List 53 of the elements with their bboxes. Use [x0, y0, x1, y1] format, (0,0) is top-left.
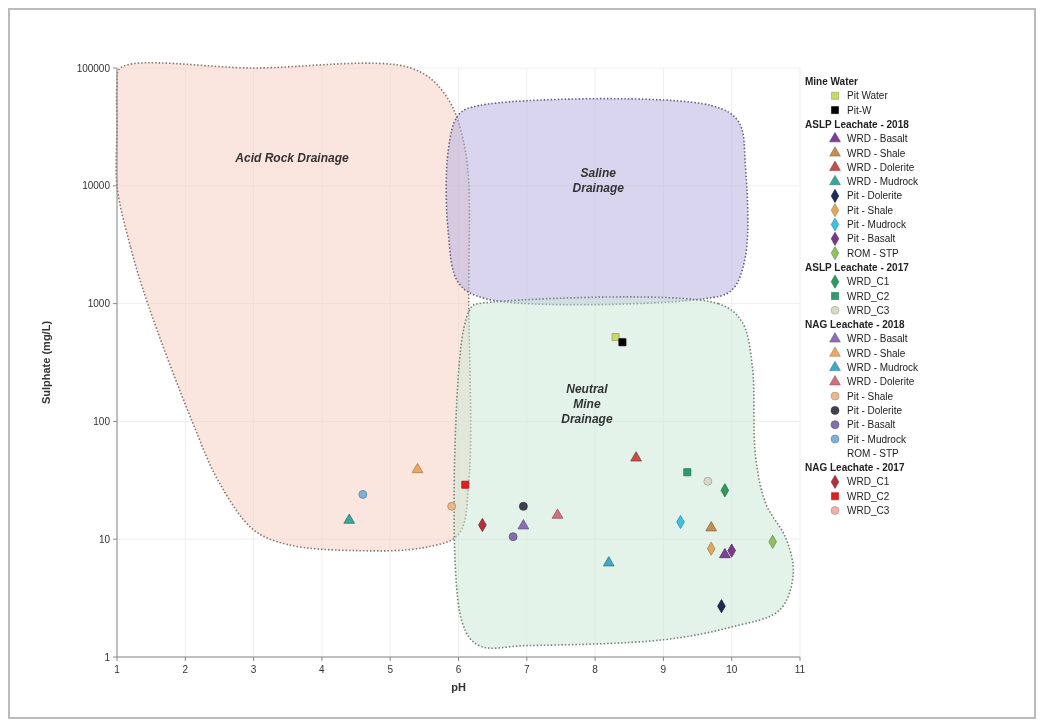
- y-tick-label: 100000: [76, 62, 111, 74]
- legend-label: ROM - STP: [847, 247, 899, 259]
- x-tick-label: 4: [319, 664, 326, 675]
- legend-label: Pit - Dolerite: [847, 404, 903, 416]
- annotation: Acid Rock Drainage: [234, 151, 350, 165]
- y-axis-title: Sulphate (mg/L): [40, 320, 52, 405]
- legend-label: WRD - Shale: [847, 347, 906, 359]
- x-tick-label: 5: [387, 664, 394, 675]
- legend-label: Pit - Mudrock: [847, 433, 907, 445]
- y-tick-label: 1: [104, 651, 111, 663]
- text: ASLP Leachate - 2017: [805, 261, 910, 273]
- text: ASLP Leachate - 2018: [805, 118, 910, 130]
- text: NAG Leachate - 2018: [805, 319, 905, 331]
- legend-label: Pit Water: [847, 90, 889, 102]
- legend-label: WRD - Dolerite: [847, 161, 915, 173]
- legend-label: WRD - Mudrock: [847, 362, 920, 373]
- text: ROM - STP: [847, 447, 899, 459]
- legend-label: WRD_C1: [847, 276, 890, 288]
- legend-label: WRD - Mudrock: [847, 176, 920, 188]
- legend-label: Pit - Shale: [847, 390, 894, 402]
- x-tick-label: 9: [660, 664, 667, 675]
- legend-label: Pit - Dolerite: [847, 190, 903, 202]
- x-tick-label: 3: [250, 664, 257, 675]
- x-tick-label: 2: [182, 664, 189, 675]
- y-tick-label: 1000: [87, 298, 111, 310]
- legend-label: WRD_C1: [847, 476, 890, 488]
- legend-label: WRD - Basalt: [847, 133, 908, 145]
- legend-label: Pit - Basalt: [847, 419, 896, 431]
- text: Mine Water: [805, 76, 859, 87]
- legend-label: WRD - Shale: [847, 147, 906, 159]
- x-tick-label: 10: [726, 664, 738, 675]
- legend-label: WRD - Dolerite: [847, 376, 915, 388]
- legend-label: Pit - Shale: [847, 204, 894, 216]
- x-tick-label: 11: [794, 664, 806, 675]
- annotation: Saline Drainage: [572, 166, 625, 196]
- annotation: Neutral Mine Drainage: [561, 381, 613, 426]
- legend-label: WRD_C3: [847, 505, 890, 516]
- legend-label: WRD_C2: [847, 290, 890, 302]
- legend-label: WRD_C2: [847, 490, 890, 502]
- y-tick-label: 100: [93, 415, 111, 427]
- legend-label: WRD_C3: [847, 304, 890, 316]
- legend-label: Pit - Mudrock: [847, 219, 907, 230]
- y-tick-label: 10000: [82, 180, 111, 192]
- legend-label: WRD - Basalt: [847, 333, 908, 345]
- x-tick-label: 8: [592, 664, 599, 675]
- x-tick-label: 1: [114, 664, 121, 675]
- x-tick-label: 6: [455, 664, 462, 675]
- y-tick-label: 10: [98, 533, 111, 545]
- legend-label: Pit-W: [847, 104, 872, 116]
- x-axis-title: pH: [451, 681, 466, 693]
- text: NAG Leachate - 2017: [805, 462, 905, 474]
- legend-label: Pit - Basalt: [847, 233, 896, 245]
- x-tick-label: 7: [524, 664, 531, 675]
